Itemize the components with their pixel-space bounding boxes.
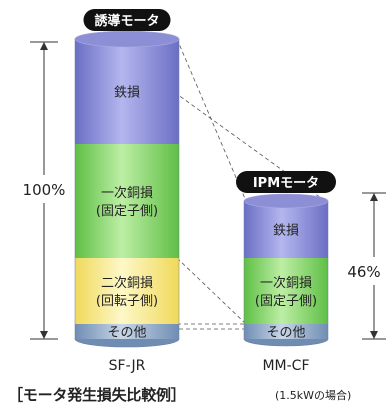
connector-line [176,257,247,325]
category-labels: SF-JR MM-CF [109,358,310,374]
segment-label-secondary-copper-sf-jr: (回転子側) [96,294,158,309]
segment-label-other-sf-jr: その他 [107,326,146,341]
segment-label-primary-copper-mm-cf: 一次銅損 [260,275,312,291]
segment-label-other-mm-cf: その他 [266,326,305,341]
caption-note: (1.5kWの場合) [275,389,352,402]
bar-top-ellipse [243,193,329,209]
category-label-mm-cf: MM-CF [262,358,309,374]
badge-text-sf-jr: 誘導モータ [94,13,159,29]
bar-top-ellipse [74,30,180,48]
badge-text-mm-cf: IPMモータ [253,176,319,191]
segment-iron-mm-cf [244,201,328,258]
badge-sf-jr: 誘導モータ [83,9,171,31]
dimension-100-label: 100% [23,181,66,199]
segment-label-primary-copper-sf-jr: 一次銅損 [101,185,153,201]
chart-caption: ［モータ発生損失比較例］ (1.5kWの場合) [0,384,388,408]
dimension-100: 100% [23,41,66,340]
badge-mm-cf: IPMモータ [236,171,336,193]
segment-secondary-copper-sf-jr [75,258,179,324]
connector-line [176,38,247,202]
badges-layer: 誘導モータ IPMモータ [83,9,336,193]
bar-mm-cf: その他 一次銅損 (固定子側) 鉄損 [243,193,329,347]
segment-other-mm-cf [244,324,328,339]
segment-primary-copper-mm-cf [244,258,328,324]
bar-sf-jr: その他 二次銅損 (回転子側) 一次銅損 (固定子側) 鉄損 [74,30,180,348]
dimension-arrows: 100% 46% [23,41,386,340]
segment-label-secondary-copper-sf-jr: 二次銅損 [101,275,153,291]
segment-other-sf-jr [75,324,179,339]
caption-main: ［モータ発生損失比較例］ [8,386,186,404]
dimension-46: 46% [347,192,386,340]
category-label-sf-jr: SF-JR [109,358,146,374]
segment-label-iron-mm-cf: 鉄損 [273,224,299,239]
segment-iron-sf-jr [75,39,179,144]
segment-primary-copper-sf-jr [75,144,179,258]
segment-label-primary-copper-mm-cf: (固定子側) [255,294,317,309]
segment-label-iron-sf-jr: 鉄損 [114,86,140,101]
dimension-46-label: 46% [347,263,380,281]
segment-label-primary-copper-sf-jr: (固定子側) [96,204,158,219]
